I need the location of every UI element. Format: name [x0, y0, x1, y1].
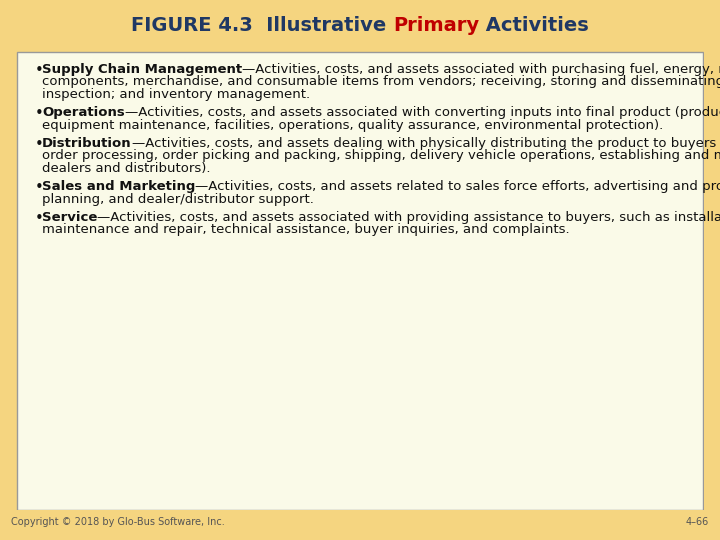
Text: •: •: [35, 63, 44, 78]
Text: dealers and distributors).: dealers and distributors).: [42, 162, 210, 175]
Text: —Activities, costs, and assets related to sales force efforts, advertising and p: —Activities, costs, and assets related t…: [195, 180, 720, 193]
Text: Activities: Activities: [480, 16, 589, 35]
Text: inspection; and inventory management.: inspection; and inventory management.: [42, 88, 310, 101]
Text: —Activities, costs, and assets dealing with physically distributing the product : —Activities, costs, and assets dealing w…: [132, 137, 720, 150]
Text: equipment maintenance, facilities, operations, quality assurance, environmental : equipment maintenance, facilities, opera…: [42, 119, 663, 132]
Text: FIGURE 4.3  Illustrative: FIGURE 4.3 Illustrative: [131, 16, 393, 35]
Text: components, merchandise, and consumable items from vendors; receiving, storing a: components, merchandise, and consumable …: [42, 75, 720, 89]
Text: Operations: Operations: [42, 106, 125, 119]
Text: Copyright © 2018 by Glo-Bus Software, Inc.: Copyright © 2018 by Glo-Bus Software, In…: [11, 517, 225, 527]
Text: 4–66: 4–66: [686, 517, 709, 527]
Text: —Activities, costs, and assets associated with providing assistance to buyers, s: —Activities, costs, and assets associate…: [97, 211, 720, 224]
Text: Distribution: Distribution: [42, 137, 132, 150]
Text: •: •: [35, 106, 44, 121]
Text: maintenance and repair, technical assistance, buyer inquiries, and complaints.: maintenance and repair, technical assist…: [42, 223, 570, 237]
Text: —Activities, costs, and assets associated with converting inputs into final prod: —Activities, costs, and assets associate…: [125, 106, 720, 119]
Text: •: •: [35, 180, 44, 195]
Text: Service: Service: [42, 211, 97, 224]
Text: Sales and Marketing: Sales and Marketing: [42, 180, 195, 193]
Text: planning, and dealer/distributor support.: planning, and dealer/distributor support…: [42, 193, 314, 206]
Text: —Activities, costs, and assets associated with purchasing fuel, energy, raw mate: —Activities, costs, and assets associate…: [242, 63, 720, 76]
Text: •: •: [35, 211, 44, 226]
Text: •: •: [35, 137, 44, 152]
Text: Supply Chain Management: Supply Chain Management: [42, 63, 242, 76]
Text: Primary: Primary: [393, 16, 480, 35]
FancyBboxPatch shape: [17, 52, 703, 510]
Text: order processing, order picking and packing, shipping, delivery vehicle operatio: order processing, order picking and pack…: [42, 149, 720, 163]
